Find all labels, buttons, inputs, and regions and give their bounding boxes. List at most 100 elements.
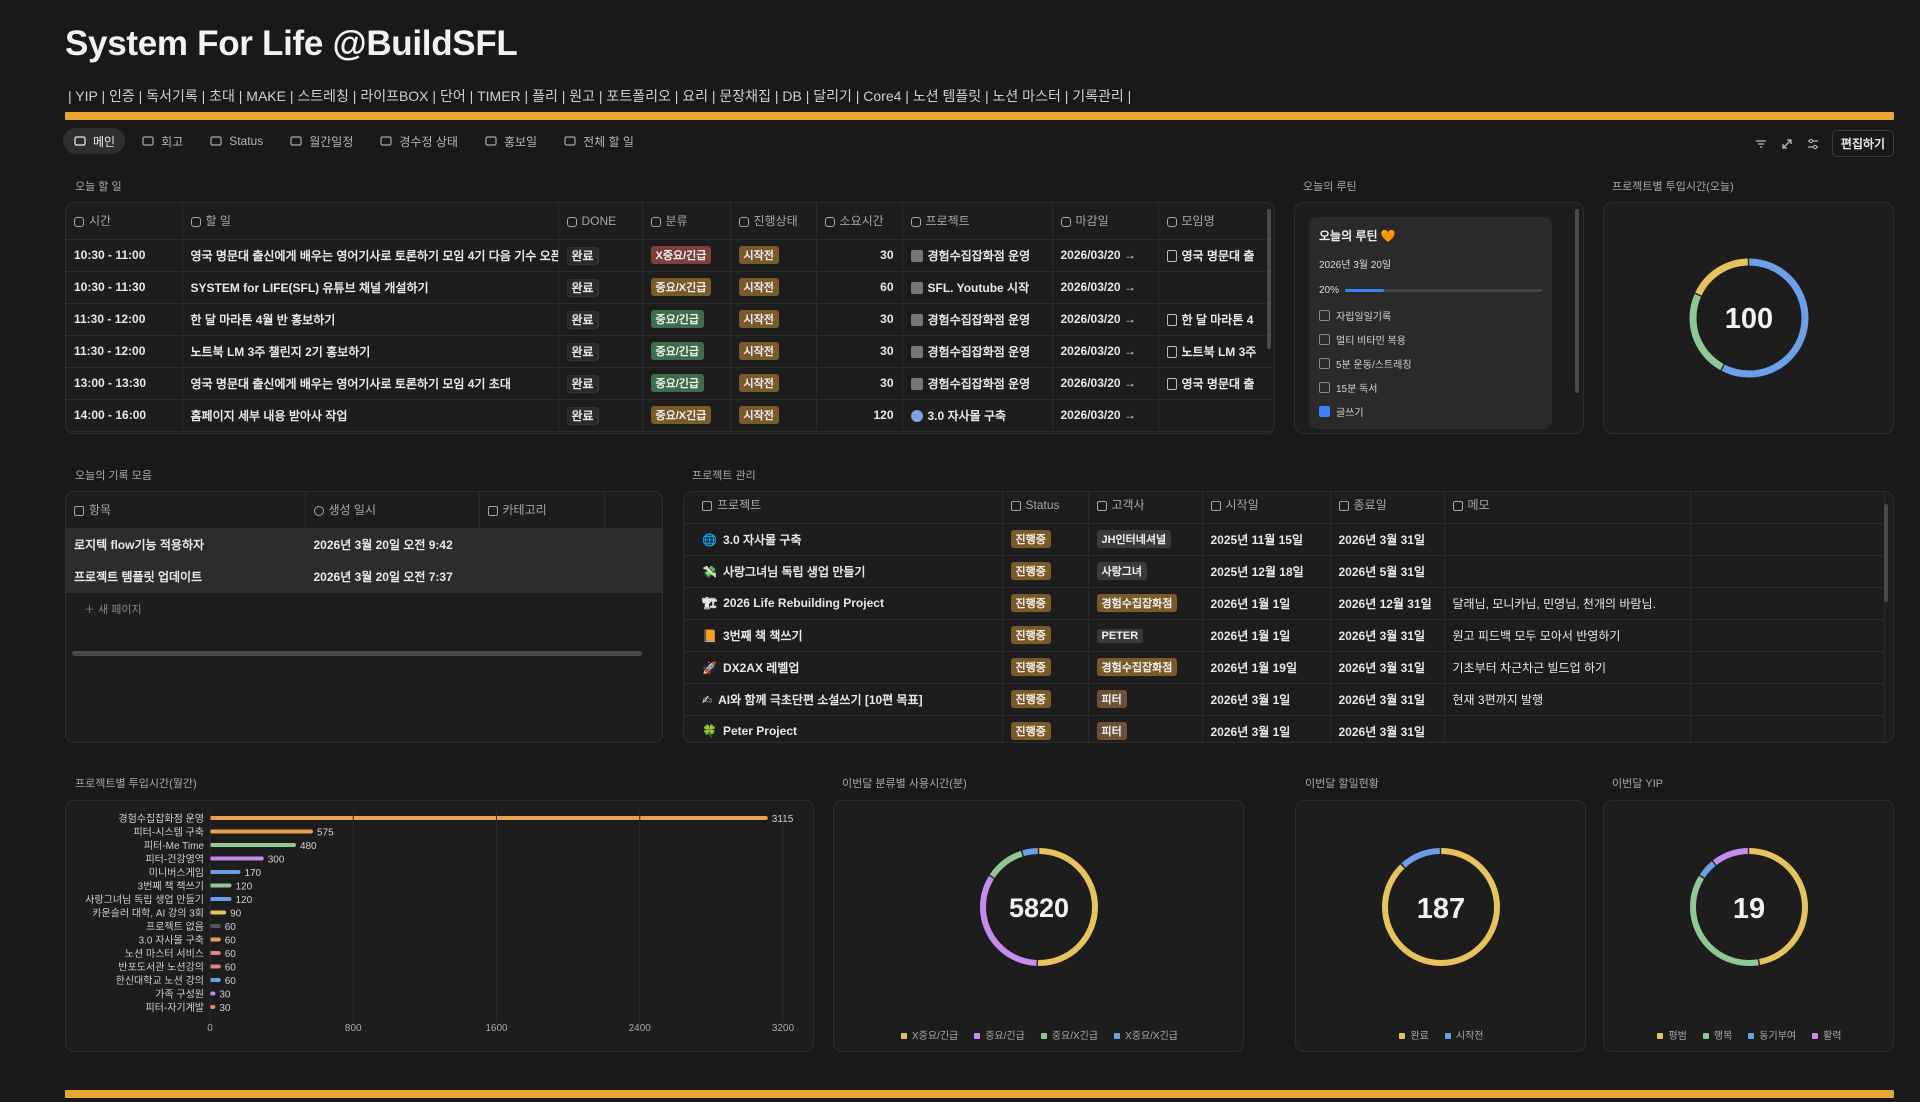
column-header[interactable]: 메모 — [1444, 492, 1691, 524]
column-header[interactable]: 진행상태 — [730, 203, 817, 240]
column-header[interactable]: 모임명 — [1158, 203, 1274, 240]
status-cell[interactable]: 진행중 — [1002, 523, 1089, 556]
table-row[interactable]: ✍ AI와 함께 극초단편 소설쓰기 [10편 목표] 진행중 피터 2026년 3월 … — [684, 683, 1885, 716]
status-cell[interactable]: 진행중 — [1002, 651, 1089, 684]
routine-item[interactable]: 5분 운동/스트레칭 — [1319, 351, 1542, 375]
meeting-cell[interactable] — [1158, 399, 1274, 432]
column-header[interactable]: 시간 — [66, 203, 183, 240]
status-cell[interactable]: 진행중 — [1002, 715, 1089, 742]
client-cell[interactable]: 경험수집잡화점 — [1088, 587, 1203, 620]
meeting-cell[interactable]: 노트북 LM 3주 — [1158, 335, 1274, 368]
tab-0[interactable]: 메인 — [63, 128, 126, 154]
column-header[interactable]: 고객사 — [1088, 492, 1203, 524]
done-cell[interactable]: 완료 — [558, 367, 643, 400]
client-cell[interactable]: JH인터네셔널 — [1088, 523, 1203, 556]
table-row[interactable]: 🍀 Peter Project 진행중 피터 2026년 3월 1일 2026년 3월 3… — [684, 715, 1885, 742]
project-name-cell[interactable]: 📙 3번째 책 책쓰기 — [684, 619, 1003, 652]
client-cell[interactable]: 경험수집잡화점 — [1088, 651, 1203, 684]
table-row[interactable]: 🏗 2026 Life Rebuilding Project 진행중 경험수집잡화점 2… — [684, 587, 1885, 620]
column-header[interactable]: Status — [1002, 492, 1089, 524]
project-name-cell[interactable]: 🌐 3.0 자사몰 구축 — [684, 523, 1003, 556]
column-header[interactable]: 프로젝트 — [902, 203, 1053, 240]
status-cell[interactable]: 시작전 — [730, 335, 817, 368]
column-header[interactable]: 할 일 — [182, 203, 559, 240]
tab-5[interactable]: 홍보일 — [474, 128, 547, 154]
done-cell[interactable]: 완료 — [558, 239, 643, 272]
client-cell[interactable]: PETER — [1088, 619, 1203, 652]
project-name-cell[interactable]: 🏗 2026 Life Rebuilding Project — [684, 587, 1003, 620]
task-cell[interactable]: 영국 명문대 출신에게 배우는 영어기사로 토론하기 모임 4기 다음 기수 오… — [182, 239, 559, 272]
tab-3[interactable]: 월간일정 — [279, 128, 363, 154]
table-row[interactable]: 🚀 DX2AX 레벨업 진행중 경험수집잡화점 2026년 1월 19일 2026년 3월… — [684, 651, 1885, 684]
column-header[interactable]: 생성 일시 — [305, 492, 480, 529]
meeting-cell[interactable]: 영국 명문대 출 — [1158, 367, 1274, 400]
column-header[interactable]: 항목 — [66, 492, 306, 529]
tab-6[interactable]: 전체 할 일 — [553, 128, 644, 154]
status-cell[interactable]: 진행중 — [1002, 587, 1089, 620]
table-row[interactable]: 14:00 - 16:00 홈페이지 세부 내용 받아사 작업 완료 중요/X긴급 시작… — [66, 399, 1274, 432]
meeting-cell[interactable]: 한 달 마라톤 4 — [1158, 303, 1274, 336]
project-cell[interactable]: SFL. Youtube 시작 — [902, 271, 1053, 304]
status-cell[interactable]: 진행중 — [1002, 683, 1089, 716]
task-cell[interactable]: 영국 명문대 출신에게 배우는 영어기사로 토론하기 모임 4기 초대 — [182, 367, 559, 400]
table-row[interactable]: 10:30 - 11:00 영국 명문대 출신에게 배우는 영어기사로 토론하기 … — [66, 239, 1274, 272]
task-cell[interactable]: SYSTEM for LIFE(SFL) 유튜브 채널 개설하기 — [182, 271, 559, 304]
category-cell[interactable]: 중요/긴급 — [642, 367, 731, 400]
column-header[interactable]: 종료일 — [1330, 492, 1445, 524]
record-name-cell[interactable]: 로지텍 flow기능 적용하자 — [66, 528, 306, 561]
category-cell[interactable]: 중요/긴급 — [642, 335, 731, 368]
project-name-cell[interactable]: 🚀 DX2AX 레벨업 — [684, 651, 1003, 684]
column-header[interactable]: 프로젝트 — [684, 492, 1003, 524]
done-cell[interactable]: 완료 — [558, 335, 643, 368]
checkbox-icon[interactable] — [1319, 309, 1330, 321]
routine-item[interactable]: 멀티 비타민 복용 — [1319, 327, 1542, 351]
table-row[interactable]: 📙 3번째 책 책쓰기 진행중 PETER 2026년 1월 1일 2026년 3월 31… — [684, 619, 1885, 652]
done-cell[interactable]: 완료 — [558, 399, 643, 432]
checkbox-icon[interactable] — [1319, 357, 1330, 369]
category-cell[interactable]: X중요/긴급 — [642, 239, 731, 272]
status-cell[interactable]: 시작전 — [730, 399, 817, 432]
table-row[interactable]: 10:30 - 11:30 SYSTEM for LIFE(SFL) 유튜브 채널… — [66, 271, 1274, 304]
status-cell[interactable]: 시작전 — [730, 303, 817, 336]
project-cell[interactable]: 3.0 자사몰 구축 — [902, 399, 1053, 432]
task-cell[interactable]: 홈페이지 세부 내용 받아사 작업 — [182, 399, 559, 432]
project-cell[interactable]: 경험수집잡화점 운영 — [902, 335, 1053, 368]
new-page-button[interactable]: ＋ 새 페이지 — [66, 593, 662, 625]
routine-item[interactable]: 글쓰기 — [1319, 399, 1542, 423]
tab-4[interactable]: 경수정 상태 — [369, 128, 468, 154]
scrollbar[interactable] — [1575, 209, 1579, 393]
category-cell[interactable]: 중요/긴급 — [642, 303, 731, 336]
table-row[interactable]: 11:30 - 12:00 한 달 마라톤 4월 반 홍보하기 완료 중요/긴급 시작전… — [66, 303, 1274, 336]
column-header[interactable]: 소요시간 — [816, 203, 903, 240]
task-cell[interactable]: 한 달 마라톤 4월 반 홍보하기 — [182, 303, 559, 336]
expand-icon[interactable] — [1780, 137, 1794, 151]
table-row[interactable]: 프로젝트 템플릿 업데이트 2026년 3월 20일 오전 7:37 — [66, 560, 662, 593]
meeting-cell[interactable] — [1158, 271, 1274, 304]
record-category-cell[interactable] — [479, 528, 605, 561]
task-cell[interactable]: 노트북 LM 3주 챌린지 2기 홍보하기 — [182, 335, 559, 368]
project-cell[interactable]: 경험수집잡화점 운영 — [902, 367, 1053, 400]
checkbox-icon[interactable] — [1319, 381, 1330, 393]
tab-1[interactable]: 회고 — [131, 128, 193, 154]
client-cell[interactable]: 피터 — [1088, 715, 1203, 742]
column-header[interactable]: 분류 — [642, 203, 731, 240]
table-row[interactable]: 로지텍 flow기능 적용하자 2026년 3월 20일 오전 9:42 — [66, 528, 662, 561]
scrollbar[interactable] — [1884, 504, 1888, 602]
column-header[interactable]: 마감일 — [1052, 203, 1159, 240]
project-name-cell[interactable]: 🍀 Peter Project — [684, 715, 1003, 742]
column-header[interactable]: 시작일 — [1202, 492, 1331, 524]
table-row[interactable]: 💸 사랑그녀님 독립 생업 만들기 진행중 사랑그녀 2025년 12월 18일 2026… — [684, 555, 1885, 588]
column-header[interactable]: DONE — [558, 203, 643, 240]
client-cell[interactable]: 피터 — [1088, 683, 1203, 716]
routine-item[interactable]: 15분 독서 — [1319, 375, 1542, 399]
category-cell[interactable]: 중요/X긴급 — [642, 271, 731, 304]
column-header[interactable]: 카테고리 — [479, 492, 605, 529]
project-name-cell[interactable]: 💸 사랑그녀님 독립 생업 만들기 — [684, 555, 1003, 588]
edit-button[interactable]: 편집하기 — [1831, 130, 1894, 157]
checked-checkbox-icon[interactable] — [1319, 405, 1330, 417]
project-cell[interactable]: 경험수집잡화점 운영 — [902, 239, 1053, 272]
nav-links[interactable]: | YIP | 인증 | 독서기록 | 초대 | MAKE | 스트레칭 | 라… — [68, 88, 1132, 104]
project-name-cell[interactable]: ✍ AI와 함께 극초단편 소설쓰기 [10편 목표] — [684, 683, 1003, 716]
record-category-cell[interactable] — [479, 560, 605, 593]
scrollbar[interactable] — [1267, 209, 1271, 349]
